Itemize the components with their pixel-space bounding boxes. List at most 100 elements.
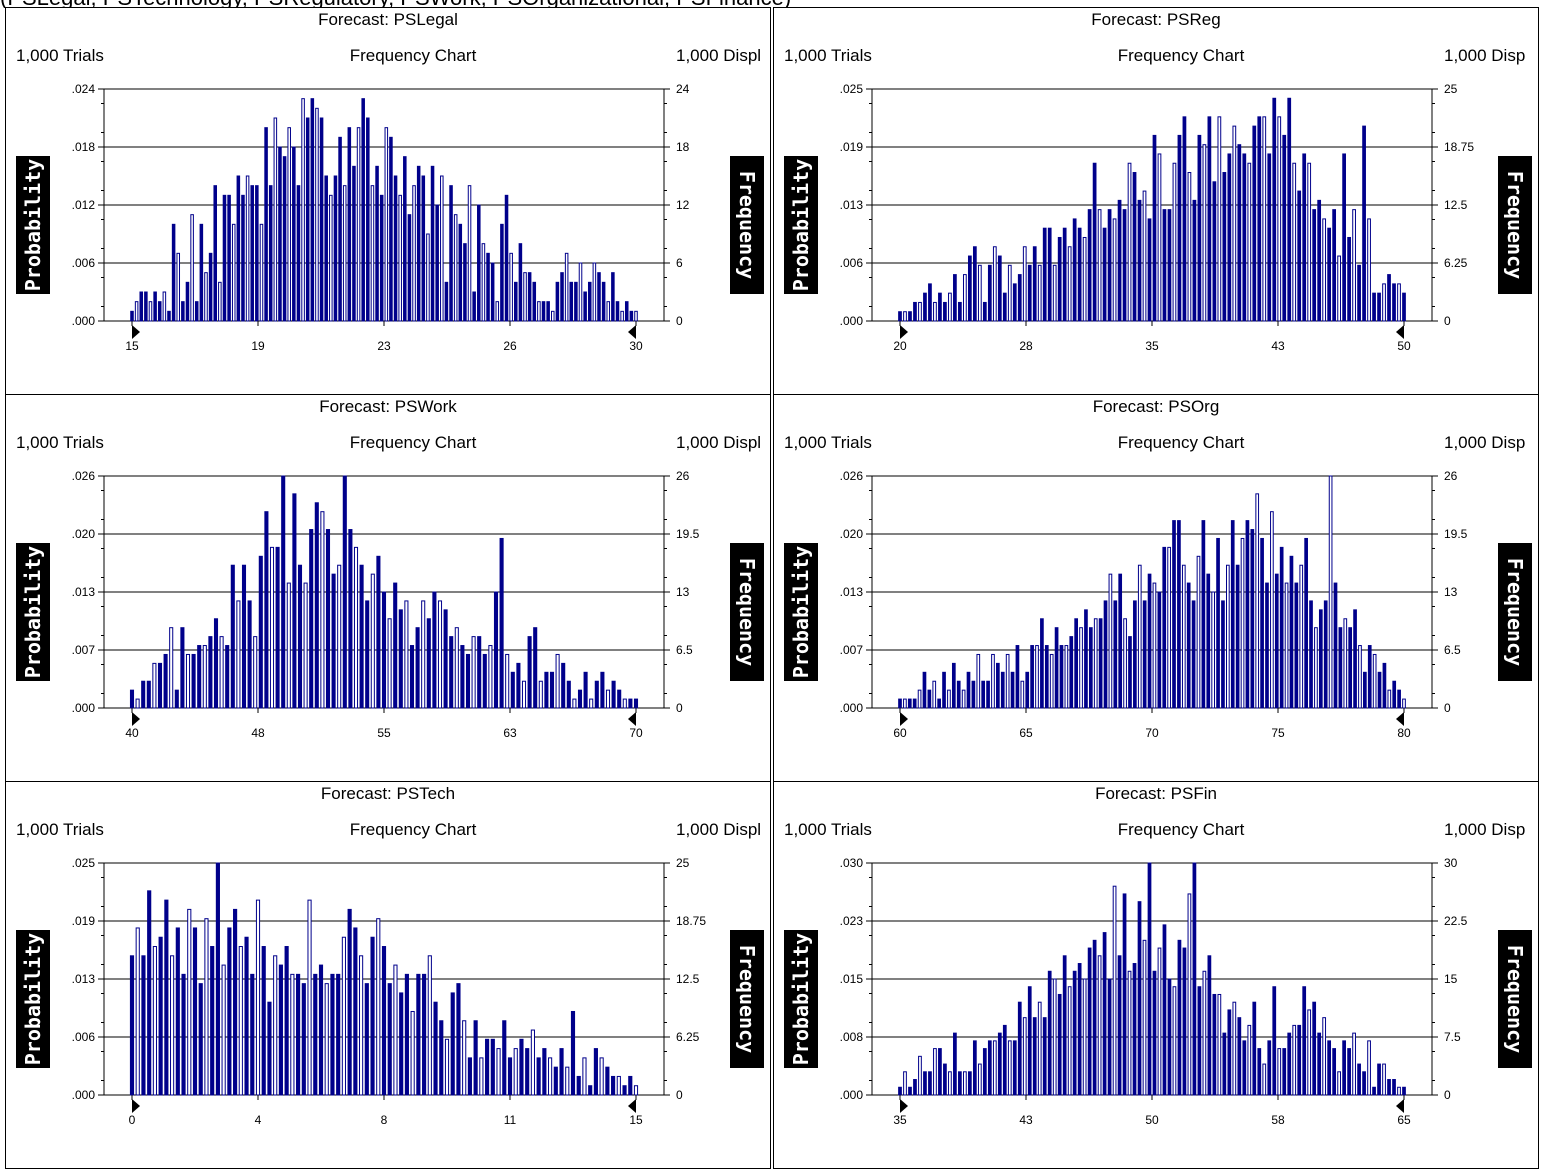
left-range-handle-icon[interactable] [900,1099,908,1113]
right-range-handle-icon[interactable] [628,1099,636,1113]
histogram-bar [296,973,301,1096]
right-range-handle-icon[interactable] [628,712,636,726]
histogram-bar [244,936,249,1096]
histogram-bar [1010,671,1015,709]
histogram-bar [1035,645,1039,709]
y-tick-label: .026 [840,469,864,483]
chart-panel: Forecast: PSLegal 1,000 Trials Frequency… [5,7,771,395]
histogram-bar [437,600,443,709]
histogram-bar [130,310,134,322]
histogram-bar [488,645,493,709]
y2-tick-label: 15 [1444,972,1458,986]
histogram-bar [194,301,199,322]
histogram-bar [1147,218,1152,322]
histogram-bar [1187,893,1192,1096]
left-range-handle-icon[interactable] [132,325,140,339]
histogram-bar [365,600,370,709]
histogram-bar [1157,153,1162,322]
histogram-bar [587,281,592,322]
histogram-bar [611,1075,616,1096]
histogram-bar [432,591,437,709]
histogram-bar [278,146,282,322]
right-range-handle-icon[interactable] [628,325,636,339]
histogram-bar [208,636,213,709]
histogram-bar [281,475,286,709]
x-tick-label: 65 [1019,726,1033,740]
y-tick-label: .024 [72,82,96,96]
histogram-bar [1367,645,1372,709]
histogram-bar [1027,986,1032,1096]
histogram-bar [594,680,599,709]
histogram-bar [1372,1086,1376,1096]
histogram-bar [290,973,295,1096]
histogram-bar [250,973,255,1096]
right-range-handle-icon[interactable] [1396,1099,1404,1113]
y-tick-label: .000 [72,1088,96,1102]
left-range-handle-icon[interactable] [132,1099,140,1113]
histogram-bar [1103,600,1108,709]
trials-label: 1,000 Trials [16,433,104,452]
histogram-bar [338,136,342,322]
histogram-bar [135,698,140,709]
histogram-bar [218,281,222,322]
histogram-bar [409,645,415,709]
histogram-bar [1072,970,1077,1096]
histogram-bar [1000,671,1005,709]
histogram-bar [917,689,922,709]
histogram-bar [633,1085,639,1096]
histogram-bar [486,252,490,322]
histogram-bar [908,1086,912,1096]
histogram-bar [1082,978,1087,1096]
histogram-bar [1167,209,1172,322]
left-range-handle-icon[interactable] [132,712,140,726]
histogram-bar [174,689,179,709]
histogram-bar [181,973,186,1096]
display-label: 1,000 Displ [676,433,762,452]
histogram-bar [1352,209,1356,322]
histogram-bar [1133,600,1137,709]
y2-tick-label: 19.5 [1444,527,1468,541]
histogram-bar [932,680,937,709]
y2-tick-label: 12.5 [676,972,700,986]
histogram-bar [1137,564,1142,709]
histogram-bar [152,946,157,1096]
histogram-bar [282,156,287,322]
right-range-handle-icon[interactable] [1396,325,1404,339]
left-range-handle-icon[interactable] [900,325,908,339]
x-tick-label: 48 [251,726,265,740]
y2-tick-label: 24 [676,82,690,96]
left-range-handle-icon[interactable] [900,712,908,726]
histogram-bar [135,927,140,1096]
histogram-bar [416,973,421,1096]
histogram-bar [269,546,275,709]
histogram-bar [462,1020,467,1096]
histogram-bar [537,301,541,322]
histogram-bar [1226,564,1230,709]
x-tick-label: 40 [125,726,139,740]
histogram-bar [1007,1040,1012,1096]
histogram-bar [353,927,358,1096]
histogram-bar [1097,209,1102,322]
histogram-bar [1338,627,1343,709]
histogram-bar [444,281,449,322]
histogram-bar [1382,283,1386,322]
histogram-bar [144,291,148,322]
histogram-bar [1157,947,1162,1096]
histogram-bar [471,636,476,709]
histogram-bar [1177,939,1182,1096]
y-tick-label: .013 [72,972,96,986]
histogram-bar [1327,227,1332,322]
histogram-bar [1142,939,1147,1096]
y2-tick-label: 26 [1444,469,1458,483]
forecast-title: Forecast: PSReg [1091,10,1221,29]
display-label: 1,000 Displ [676,820,762,839]
right-range-handle-icon[interactable] [1396,712,1404,726]
histogram-bar [255,185,259,322]
histogram-bar [592,262,597,322]
x-tick-label: 63 [503,726,517,740]
header-fragment: (PSLegal, PSTechnology, PSRegulatory, PS… [0,0,1541,8]
histogram-bar [1057,993,1062,1096]
histogram-bar [987,1040,992,1096]
histogram-bar [303,582,308,709]
histogram-bar [273,955,278,1096]
